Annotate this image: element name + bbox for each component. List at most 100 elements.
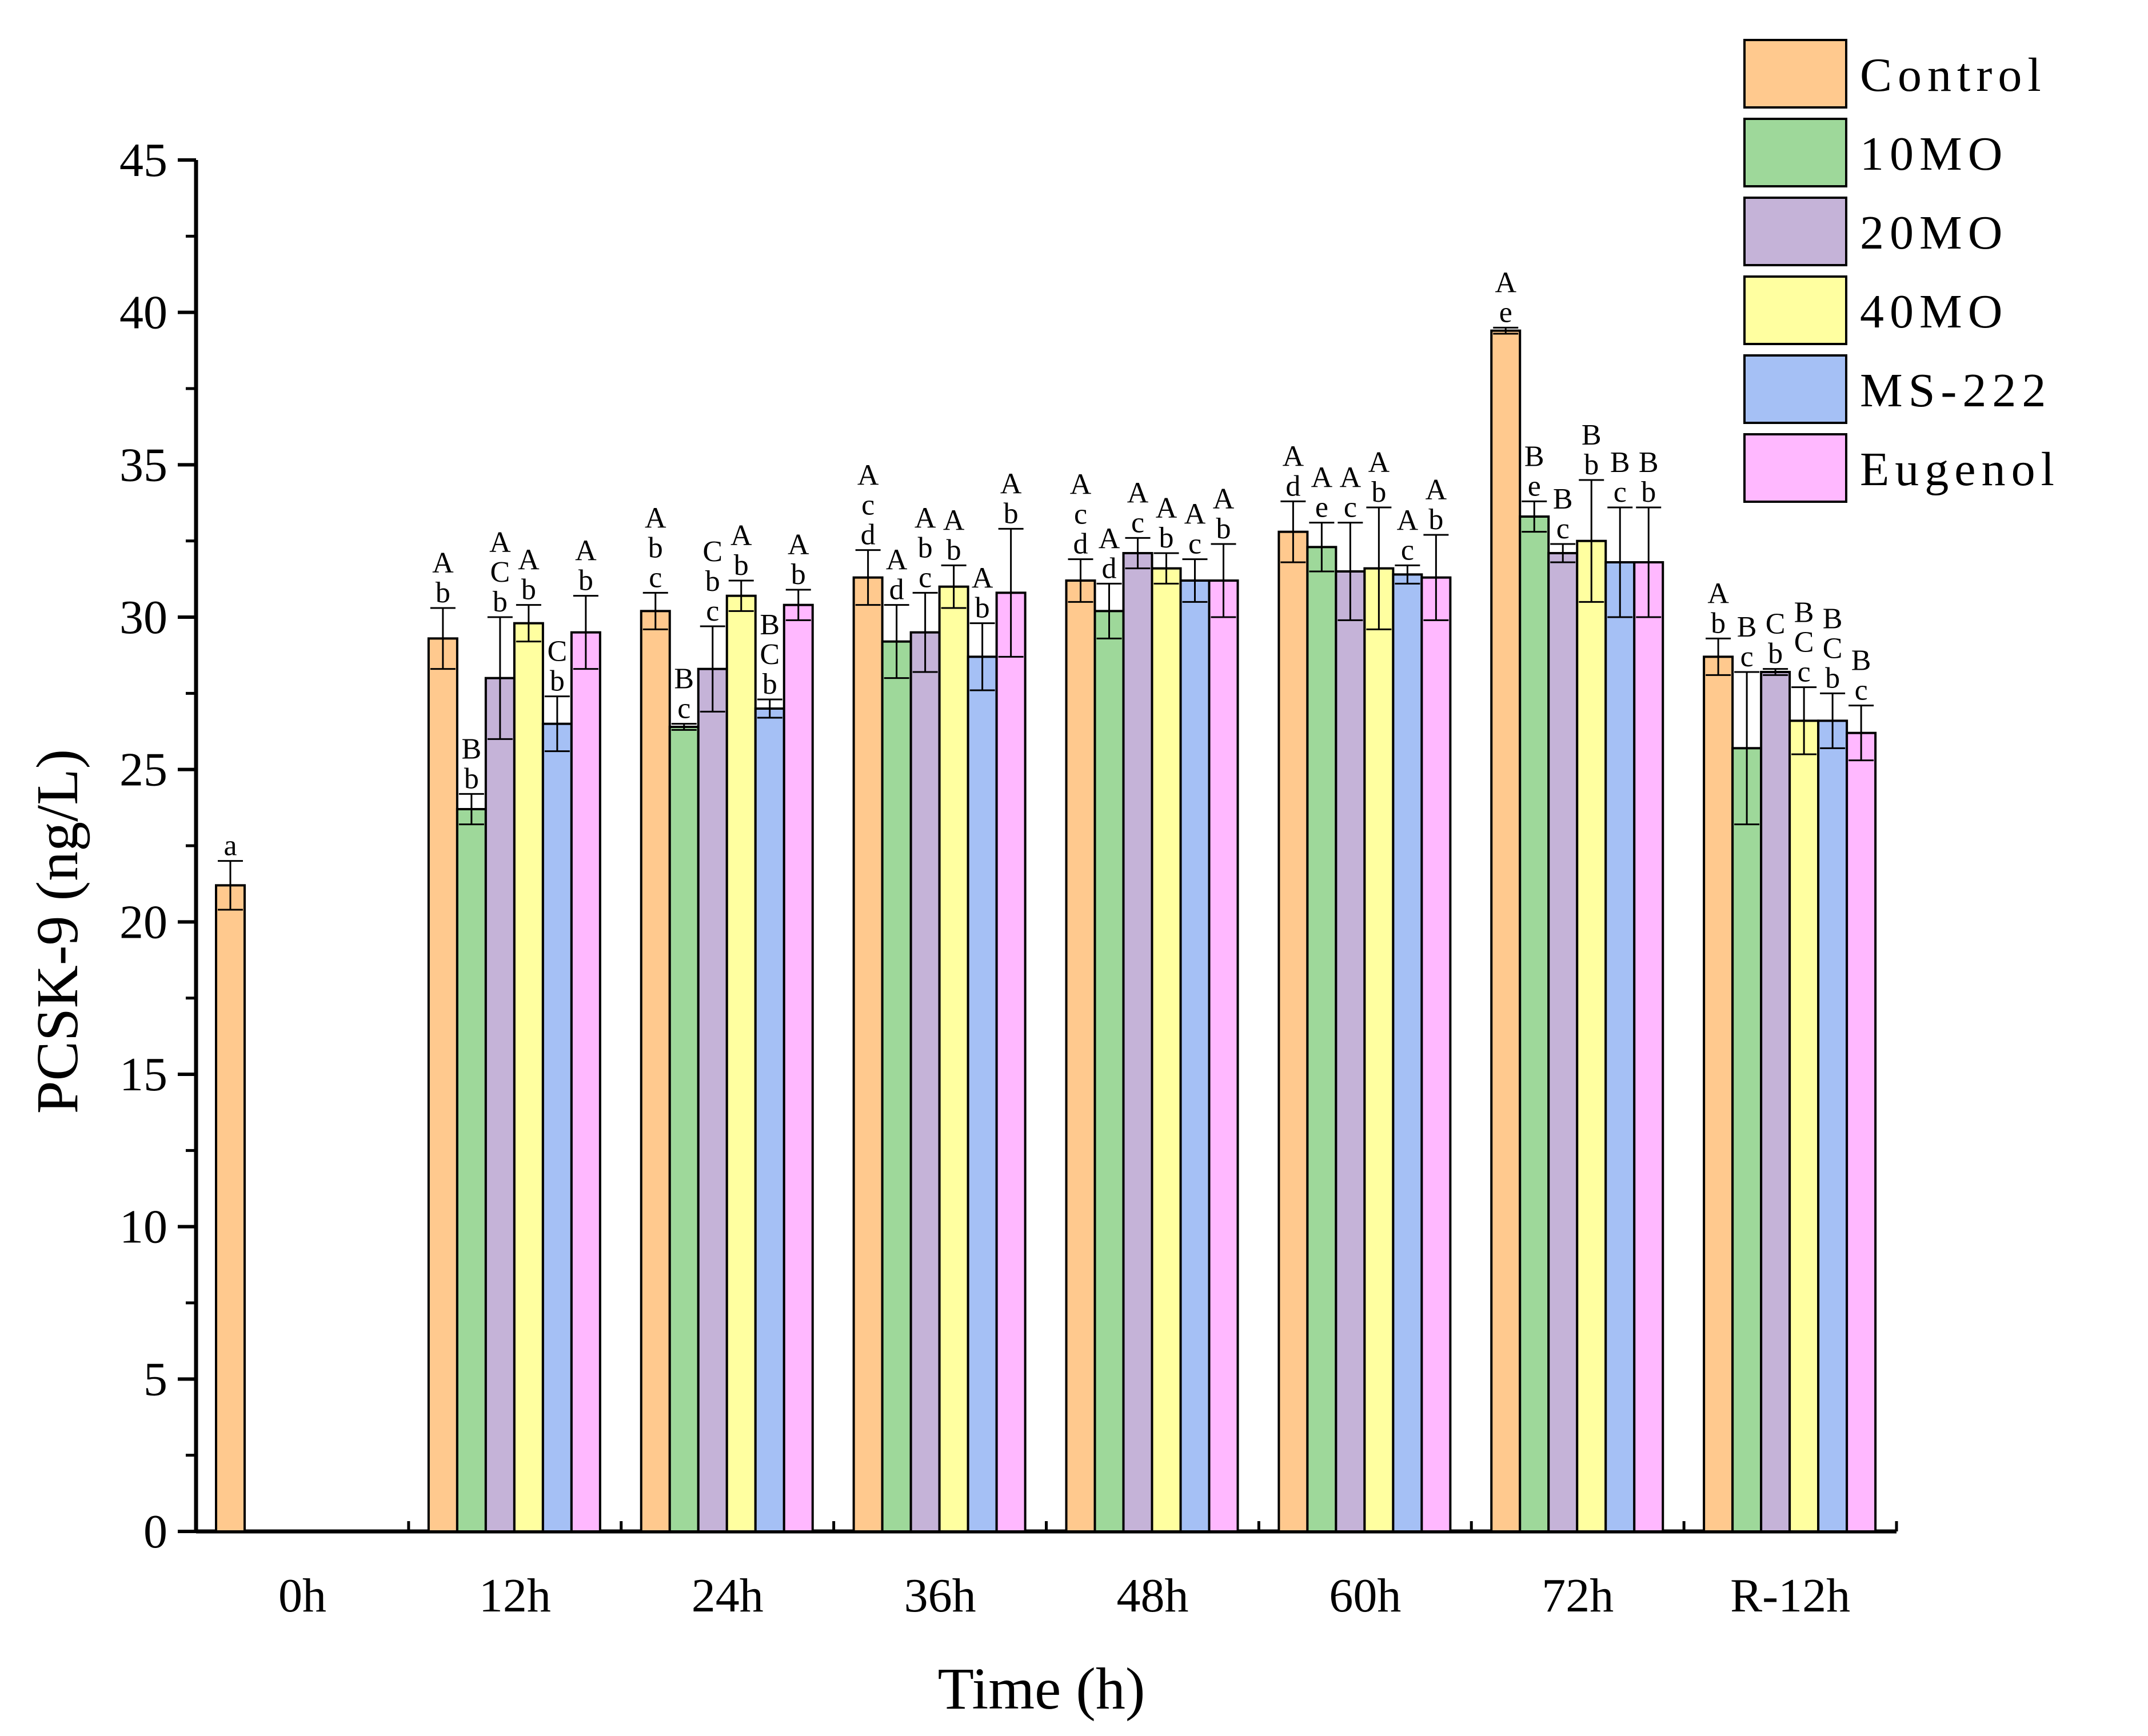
significance-letter: c (1131, 506, 1144, 539)
x-tick-label: 0h (278, 1569, 326, 1622)
bar-MS-222-R-12h (1817, 719, 1848, 1533)
significance-letter: b (947, 534, 961, 566)
significance-letter: c (1074, 498, 1087, 531)
legend-swatch (1743, 197, 1847, 266)
significance-letter: A (645, 502, 666, 534)
legend-swatch (1743, 433, 1847, 503)
significance-letter: A (1000, 467, 1022, 500)
x-tick-label: 72h (1542, 1569, 1614, 1622)
significance-letter: b (1159, 522, 1174, 554)
bar-Control-12h (427, 637, 458, 1533)
bar-Eugenol-R-12h (1846, 731, 1877, 1533)
significance-letter: A (1707, 577, 1729, 610)
significance-letter: B (1794, 597, 1814, 629)
significance-letter: B (674, 663, 694, 695)
x-tick-label: 12h (479, 1569, 551, 1622)
significance-letter: c (1556, 513, 1570, 545)
significance-letter: b (975, 592, 990, 625)
y-axis-title: PCSK-9 (ng/L) (25, 749, 90, 1114)
legend-item-20MO: 20MO (1743, 197, 2008, 266)
significance-letter: b (436, 577, 450, 609)
significance-letter: A (972, 562, 993, 595)
significance-letter: B (1851, 645, 1871, 677)
bar-40MO-R-12h (1788, 719, 1820, 1533)
legend-item-MS-222: MS-222 (1743, 354, 2051, 424)
significance-letter: c (861, 489, 875, 522)
significance-letter: A (489, 526, 511, 559)
significance-letter: d (1285, 470, 1300, 502)
y-tick-label: 10 (119, 1201, 167, 1254)
bar-20MO-48h (1122, 552, 1153, 1533)
significance-letter: A (730, 519, 752, 552)
bar-group-72h (1490, 326, 1664, 1533)
legend-label: Control (1860, 49, 2047, 102)
x-tick-label: 36h (904, 1569, 976, 1622)
bar-10MO-R-12h (1731, 747, 1763, 1533)
significance-letter: b (578, 565, 593, 597)
significance-letter: B (760, 609, 780, 641)
bar-Eugenol-12h (570, 631, 601, 1533)
significance-letter: A (943, 504, 965, 537)
significance-letter: c (1855, 674, 1868, 707)
bar-20MO-12h (484, 677, 516, 1533)
bar-group-R-12h (1703, 637, 1877, 1533)
y-tick-label: 5 (143, 1353, 167, 1406)
legend-label: 10MO (1860, 127, 2008, 181)
significance-letter: b (918, 531, 933, 564)
bar-20MO-R-12h (1760, 671, 1791, 1533)
significance-letter: b (762, 668, 777, 701)
significance-letter: c (1614, 476, 1627, 509)
legend-swatch (1743, 275, 1847, 345)
legend-label: MS-222 (1860, 364, 2051, 417)
bar-Eugenol-48h (1208, 579, 1239, 1533)
significance-letter: A (575, 535, 597, 567)
significance-letter: b (705, 565, 720, 598)
bar-group-24h (640, 579, 814, 1533)
significance-letter: e (1315, 491, 1328, 524)
significance-letter: A (1213, 483, 1235, 515)
significance-letter: A (915, 502, 936, 534)
significance-letter: B (1737, 611, 1757, 643)
significance-letter: C (1766, 608, 1786, 641)
significance-letter: A (1283, 440, 1304, 473)
significance-letter: A (1127, 477, 1149, 509)
bar-40MO-60h (1363, 567, 1395, 1533)
significance-letter: C (1823, 632, 1843, 665)
significance-letter: b (1004, 497, 1019, 530)
bar-10MO-48h (1093, 610, 1125, 1533)
bar-group-12h (427, 595, 601, 1533)
significance-letter: B (1582, 419, 1602, 451)
significance-letter: d (1102, 552, 1117, 585)
x-axis-title: Time (h) (937, 1656, 1145, 1722)
significance-letter: A (1099, 522, 1120, 555)
significance-labels: aAbBbACbAbCbAbAbcBcCbcAbBCbAbAcdAdAbcAbA… (223, 266, 1871, 862)
bar-Control-0h (215, 884, 246, 1533)
bar-group-36h (852, 527, 1027, 1533)
significance-letter: A (1070, 469, 1092, 501)
bar-MS-222-12h (541, 722, 573, 1533)
significance-letter: c (1798, 656, 1811, 689)
significance-letter: b (1711, 607, 1726, 639)
bar-40MO-36h (938, 585, 969, 1533)
significance-letter: c (677, 693, 690, 725)
legend-swatch (1743, 118, 1847, 187)
significance-letter: A (1426, 474, 1447, 506)
significance-letter: b (521, 574, 536, 606)
bar-10MO-36h (881, 640, 912, 1533)
significance-letter: A (857, 459, 879, 492)
significance-letter: c (1740, 641, 1754, 673)
bar-Control-48h (1065, 579, 1096, 1533)
bar-Eugenol-24h (782, 603, 814, 1533)
bar-Control-R-12h (1703, 655, 1734, 1533)
y-tick-label: 0 (143, 1505, 167, 1558)
legend: Control 10MO 20MO 40MO MS-222 Eugenol (1743, 39, 2054, 503)
x-tick-label: R-12h (1730, 1569, 1850, 1622)
significance-letter: C (490, 556, 510, 589)
y-tick-label: 15 (119, 1048, 167, 1101)
legend-swatch (1743, 39, 1847, 109)
bar-Control-72h (1490, 329, 1522, 1533)
y-tick-label: 30 (119, 591, 167, 644)
legend-label: 20MO (1860, 206, 2008, 259)
bar-Control-60h (1277, 530, 1309, 1533)
bar-10MO-24h (668, 726, 700, 1533)
